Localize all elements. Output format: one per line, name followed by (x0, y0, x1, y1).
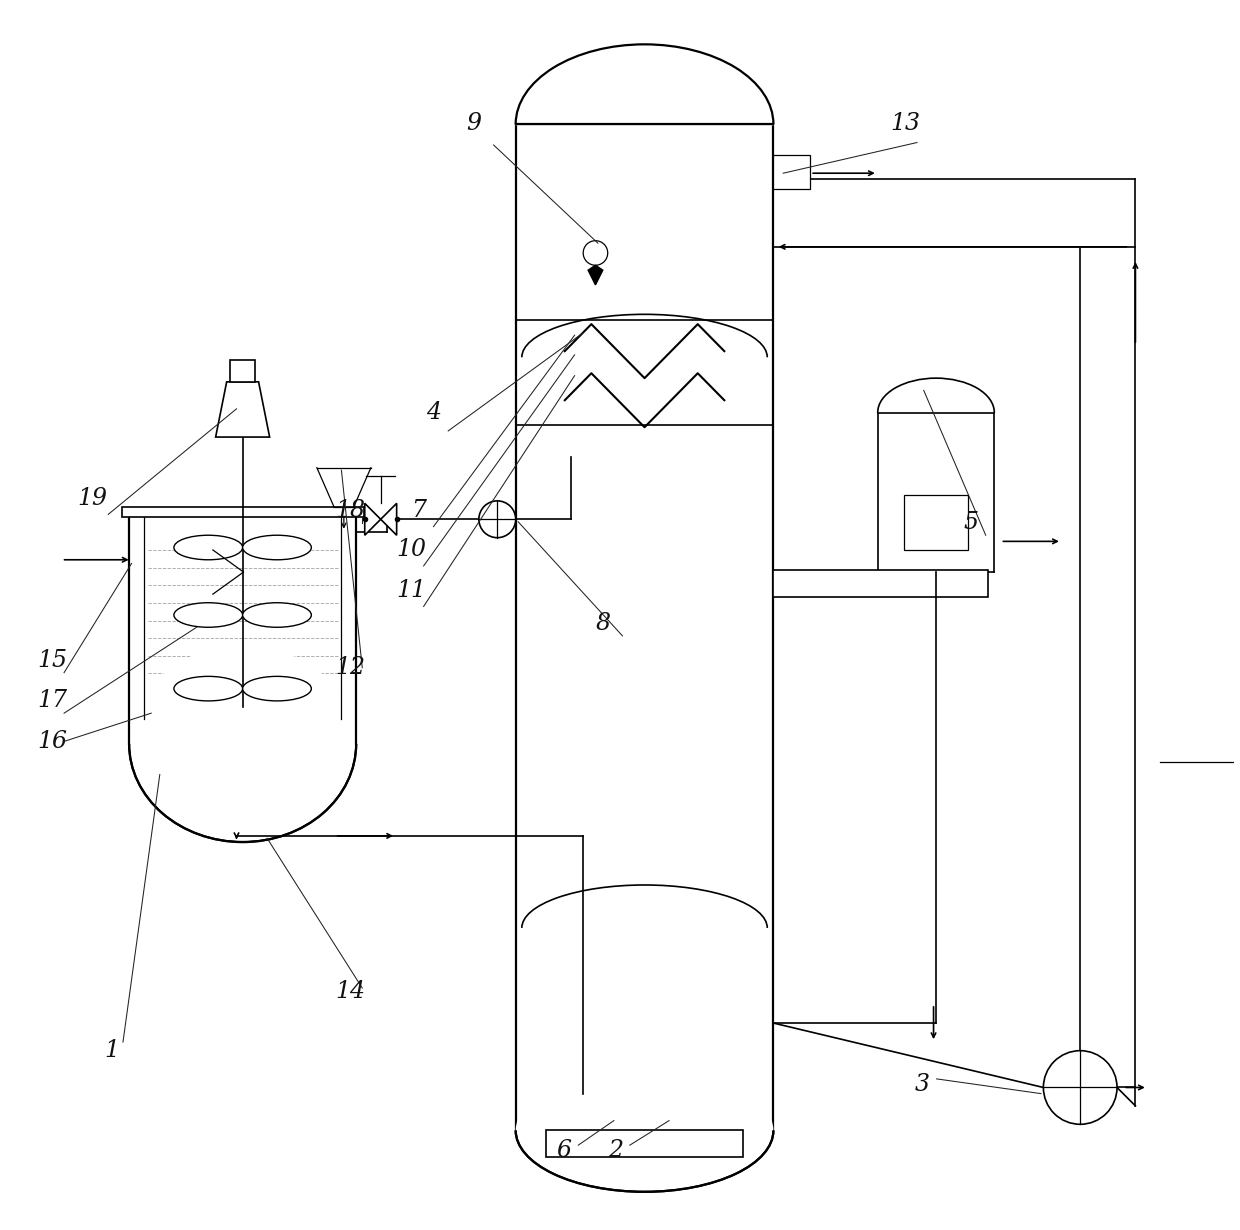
Bar (516, 124, 774, 1130)
Text: 17: 17 (37, 689, 67, 712)
Text: 18: 18 (335, 499, 366, 522)
Circle shape (583, 241, 608, 266)
Ellipse shape (174, 603, 243, 627)
Circle shape (1043, 1050, 1117, 1124)
Text: 4: 4 (427, 401, 441, 423)
Text: 3: 3 (915, 1073, 930, 1096)
Ellipse shape (516, 1069, 774, 1192)
Bar (122, 507, 363, 517)
Text: 1: 1 (104, 1039, 119, 1061)
Bar (774, 569, 988, 597)
Text: 16: 16 (37, 729, 67, 753)
Text: 10: 10 (397, 538, 427, 561)
Bar (547, 1130, 743, 1157)
Bar (231, 359, 255, 381)
Text: 7: 7 (412, 499, 427, 522)
Text: 15: 15 (37, 648, 67, 672)
Text: 5: 5 (963, 512, 978, 534)
Polygon shape (381, 503, 397, 535)
Ellipse shape (243, 603, 311, 627)
Text: 6: 6 (557, 1139, 572, 1162)
Polygon shape (365, 503, 381, 535)
Text: 14: 14 (335, 980, 366, 1002)
Polygon shape (588, 266, 603, 285)
Ellipse shape (129, 646, 356, 843)
Text: 9: 9 (466, 112, 481, 135)
Text: 13: 13 (890, 112, 920, 135)
Text: 8: 8 (595, 611, 610, 635)
Bar (904, 494, 968, 550)
FancyBboxPatch shape (516, 15, 774, 125)
Ellipse shape (174, 676, 243, 701)
Text: 19: 19 (78, 487, 108, 509)
Ellipse shape (174, 535, 243, 560)
Bar (774, 155, 810, 189)
Ellipse shape (243, 676, 311, 701)
Polygon shape (216, 381, 269, 437)
Text: 11: 11 (397, 578, 427, 601)
Ellipse shape (243, 535, 311, 560)
Text: 2: 2 (608, 1139, 622, 1162)
Circle shape (479, 501, 516, 538)
Text: 12: 12 (335, 656, 366, 679)
